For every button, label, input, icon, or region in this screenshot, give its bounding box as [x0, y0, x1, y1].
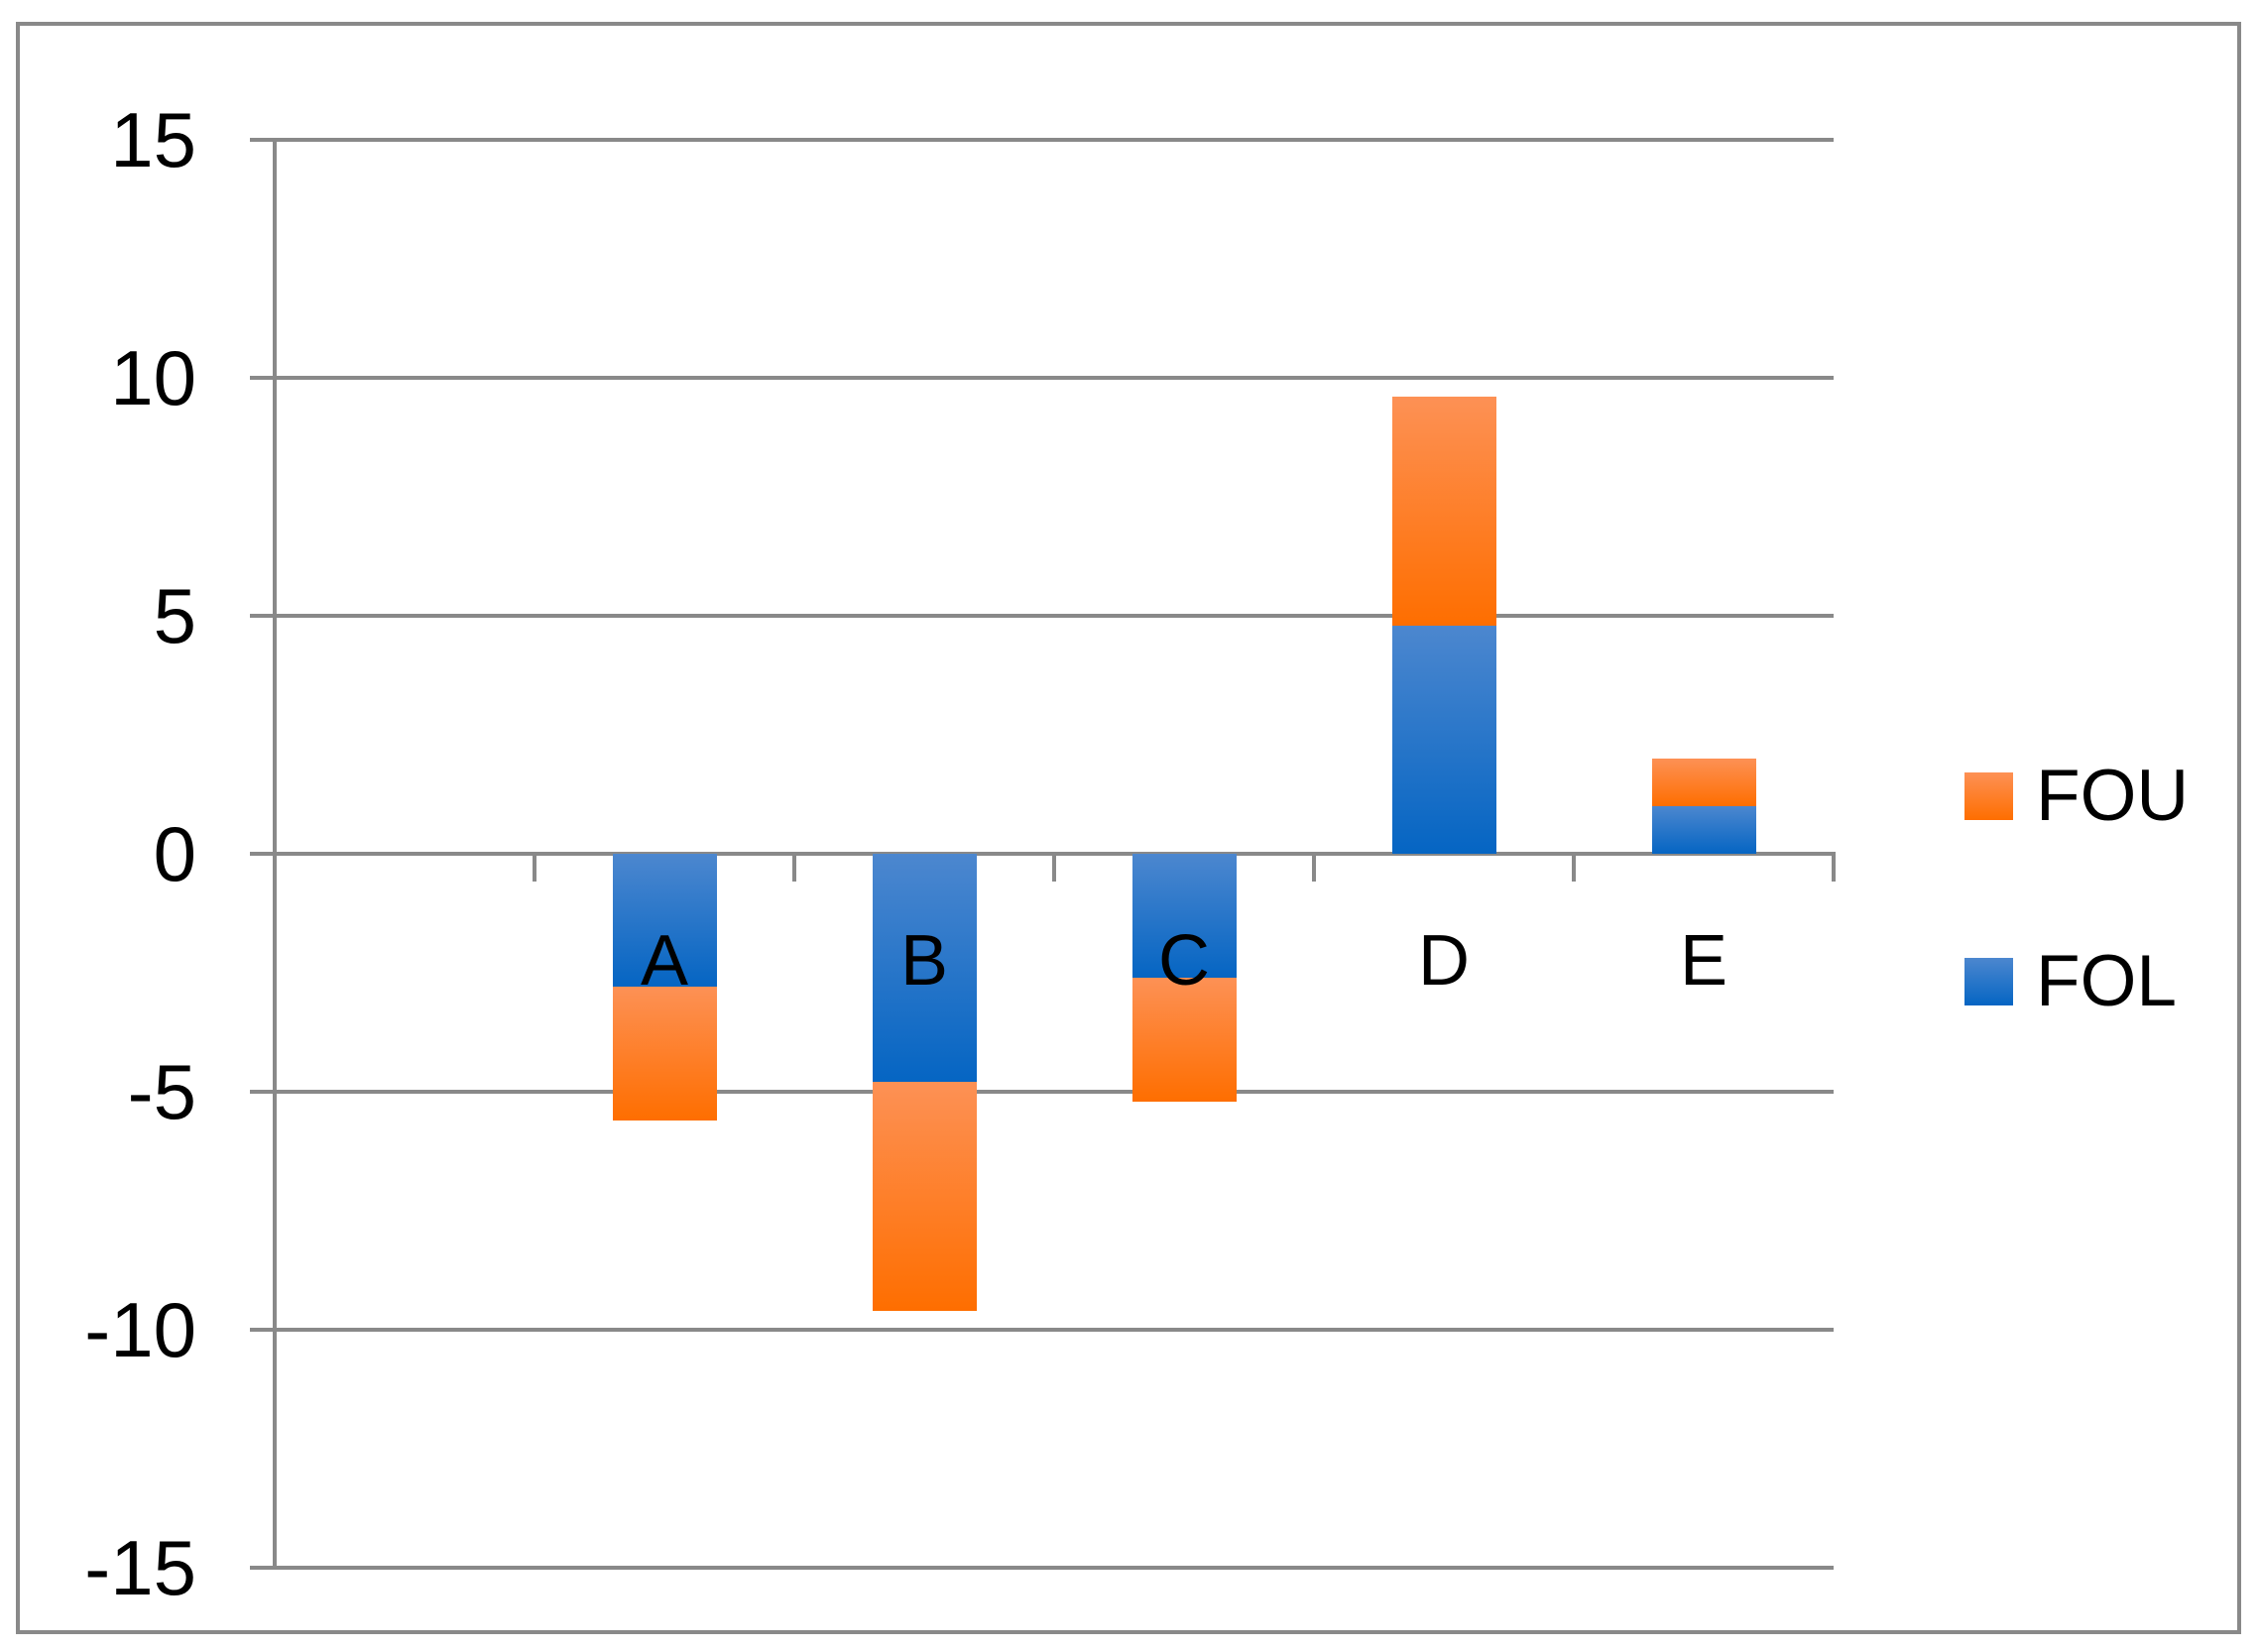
gridline-y-10 [250, 376, 1834, 380]
category-label-E: E [1679, 921, 1728, 1001]
bar-segment-fou-D [1391, 397, 1496, 626]
bar-segment-fou-C [1131, 977, 1237, 1102]
legend-label-fol: FOL [2036, 941, 2177, 1021]
bar-segment-fol-D [1391, 625, 1496, 854]
category-boundary-tick-6 [1832, 852, 1836, 882]
gridline-y-5 [250, 614, 1834, 618]
bar-segment-fol-B [872, 854, 977, 1083]
y-tick-label--10: -10 [84, 1286, 196, 1373]
y-tick-label--5: -5 [127, 1048, 196, 1135]
legend-item-fol: FOL [1964, 940, 2189, 1022]
legend-swatch-fou-icon [1964, 771, 2013, 820]
category-boundary-tick-2 [792, 852, 796, 882]
legend-item-fou: FOU [1964, 755, 2189, 837]
chart-frame: 15 10 5 0 -5 -10 -15 A B C D E FOU FOL [16, 22, 2241, 1634]
y-tick-label--15: -15 [84, 1524, 196, 1611]
bar-segment-fol-A [612, 854, 717, 988]
category-boundary-tick-4 [1312, 852, 1316, 882]
y-tick-label-5: 5 [153, 572, 196, 659]
legend-swatch-fol-icon [1964, 957, 2013, 1005]
legend-label-fou: FOU [2036, 756, 2190, 836]
gridline-y-0 [250, 852, 1834, 856]
category-boundary-tick-3 [1052, 852, 1056, 882]
bar-segment-fou-B [872, 1082, 977, 1311]
plot-area: 15 10 5 0 -5 -10 -15 A B C D E [84, 96, 1836, 1611]
y-tick-label-0: 0 [153, 810, 196, 897]
y-tick-label-15: 15 [110, 96, 196, 183]
bar-segment-fol-E [1651, 806, 1756, 854]
gridline-y-15 [250, 138, 1834, 142]
gridline-y--10 [250, 1328, 1834, 1332]
category-label-B: B [899, 921, 949, 1001]
legend: FOU FOL [1964, 755, 2189, 1022]
gridline-y--15 [250, 1566, 1834, 1570]
y-axis-line [273, 138, 277, 1570]
bar-segment-fol-C [1131, 854, 1237, 978]
category-label-D: D [1418, 921, 1470, 1001]
bar-segment-fou-A [612, 987, 717, 1121]
category-boundary-tick-1 [533, 852, 536, 882]
gridline-y--5 [250, 1090, 1834, 1094]
bar-segment-fou-E [1651, 759, 1756, 806]
category-label-A: A [640, 921, 689, 1001]
category-boundary-tick-5 [1572, 852, 1576, 882]
category-label-C: C [1158, 921, 1210, 1001]
y-tick-label-10: 10 [110, 334, 196, 421]
